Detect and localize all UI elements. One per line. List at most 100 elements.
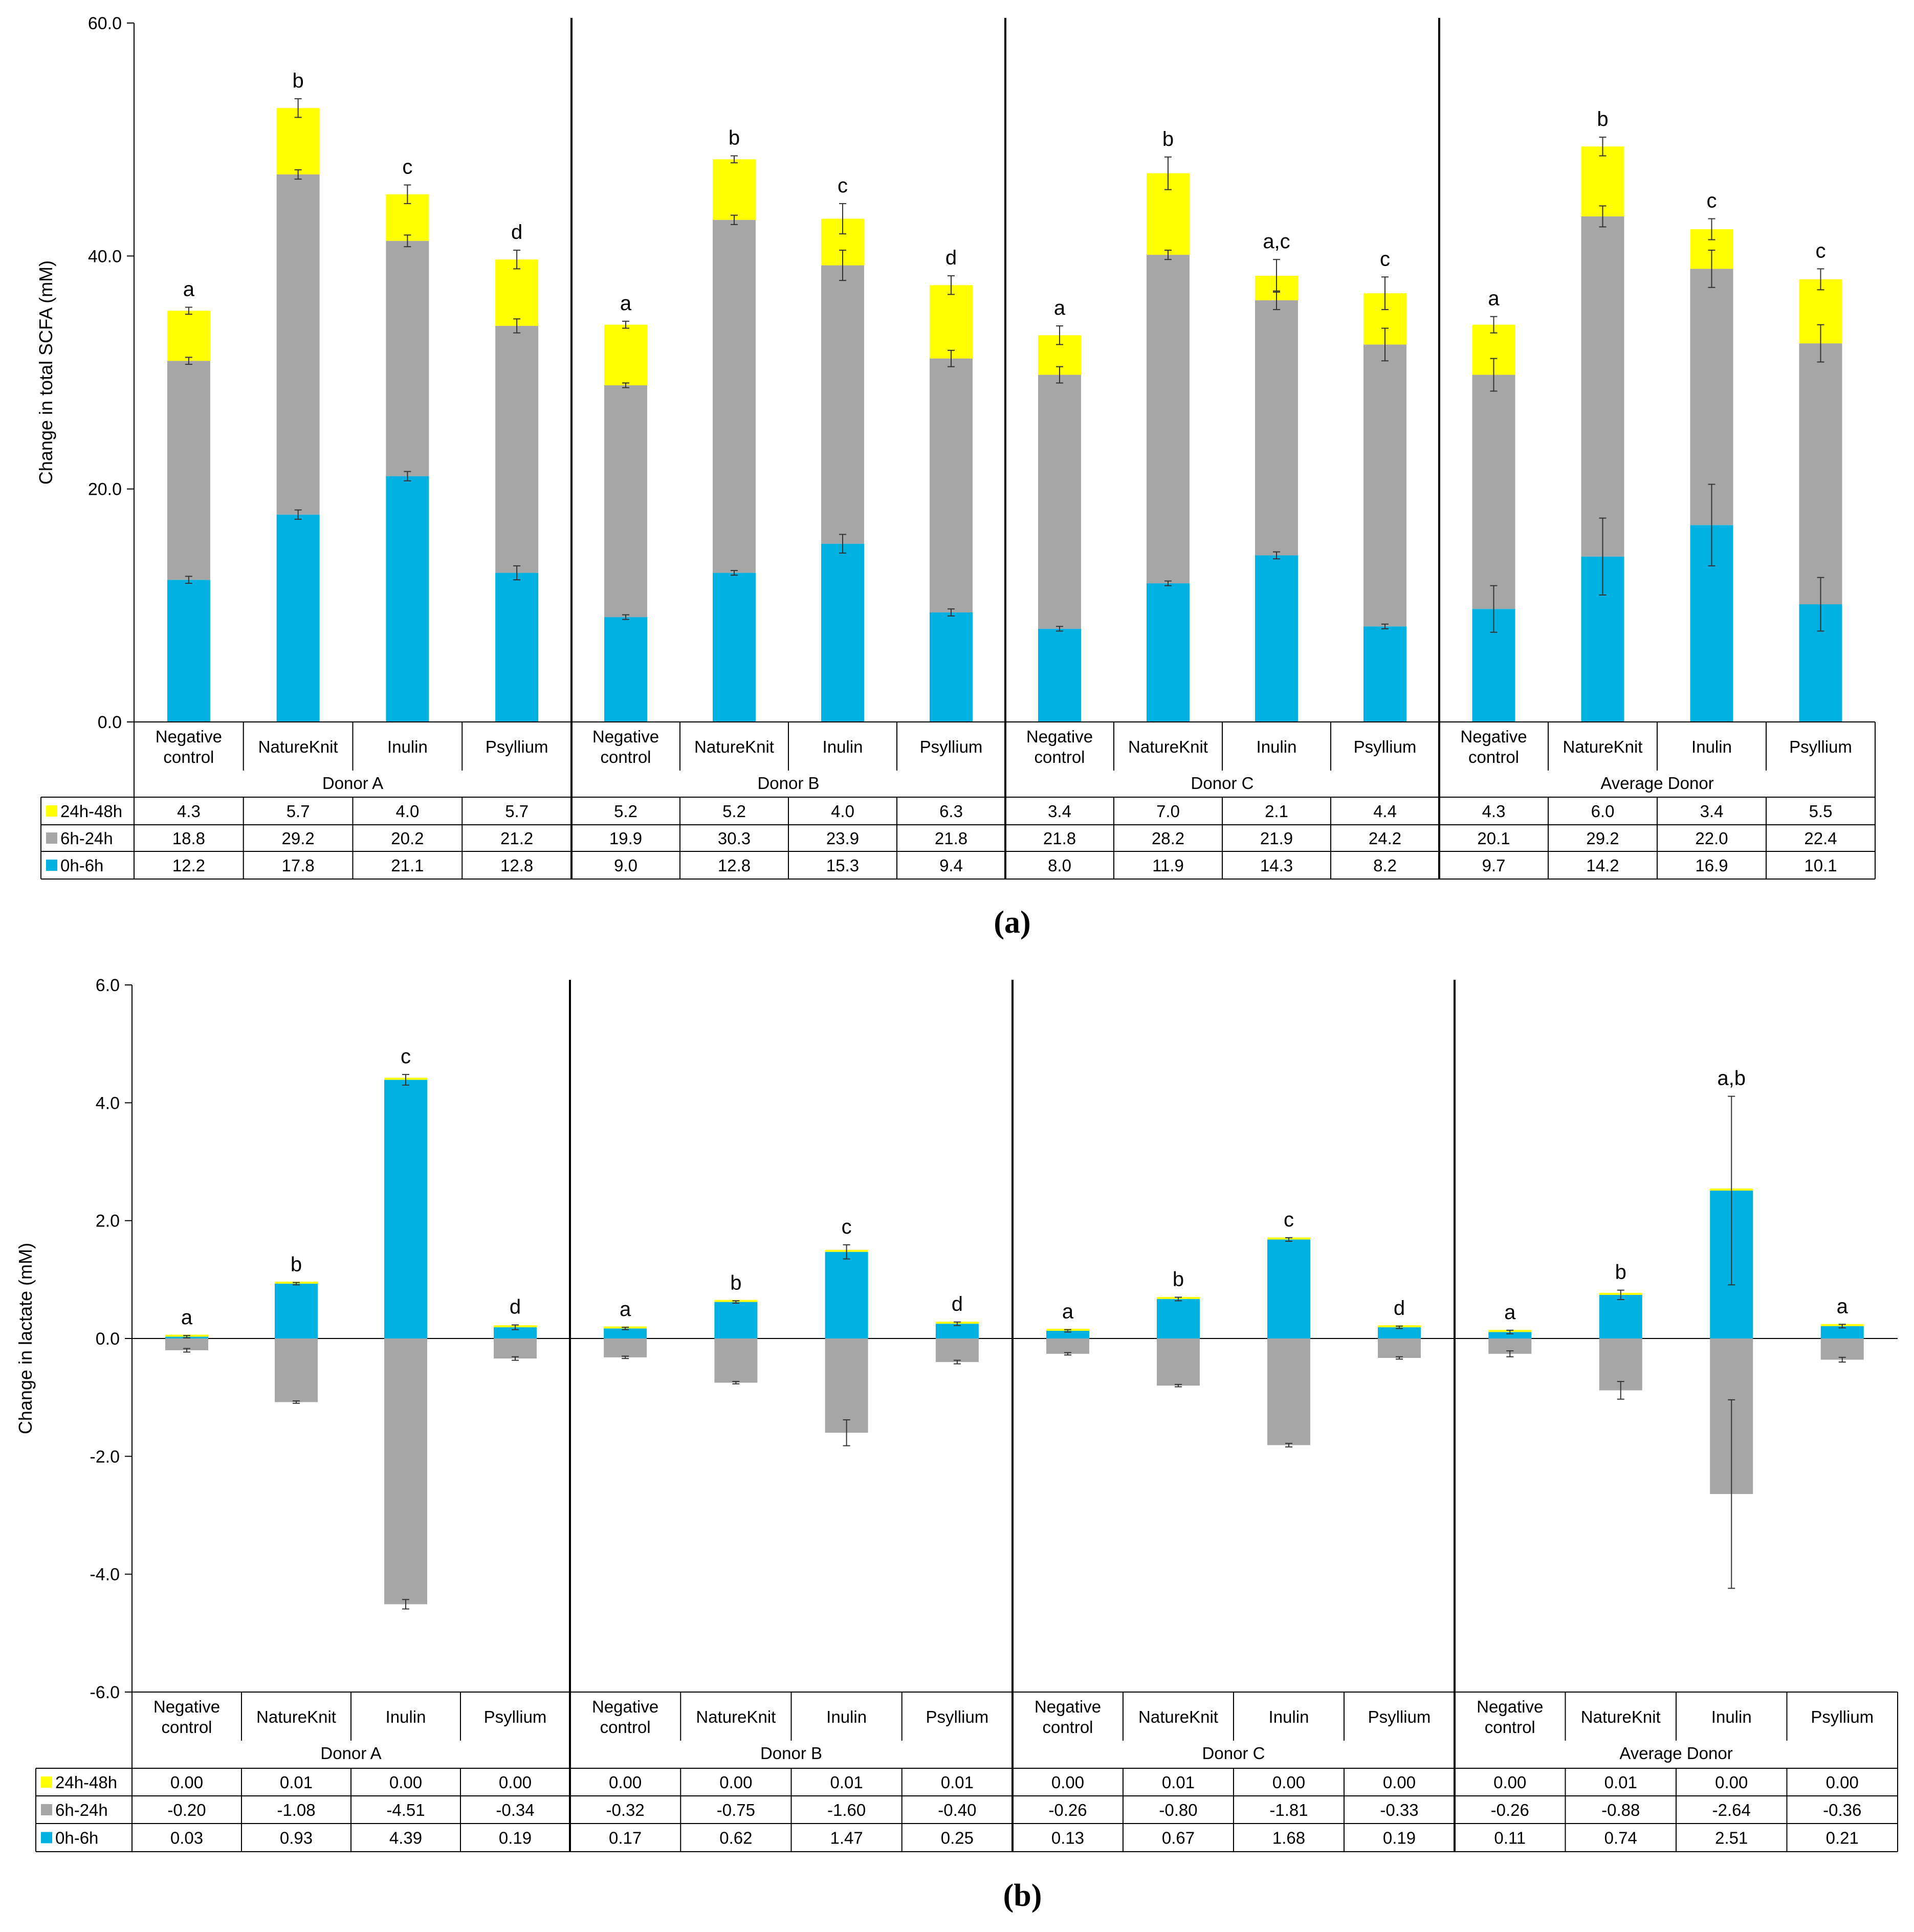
panel0-category-label-line1: Negative xyxy=(1460,727,1527,746)
panel0-significance-letter: b xyxy=(1597,108,1608,130)
panel1-legend-label: 0h-6h xyxy=(55,1829,98,1848)
panel0-table-value: 4.3 xyxy=(177,802,201,821)
panel1-category-label-line2: control xyxy=(1042,1718,1093,1737)
panel1-table-value: -0.88 xyxy=(1601,1801,1640,1819)
panel1-bar-0h-6h xyxy=(714,1302,758,1338)
panel1-category-label-line1: Negative xyxy=(153,1697,220,1716)
panel1-category-label-line1: Negative xyxy=(1477,1697,1543,1716)
panel0-category-label: Inulin xyxy=(1257,737,1297,756)
panel0-category-label-line2: control xyxy=(1034,748,1085,766)
panel1-table-value: -1.08 xyxy=(277,1801,315,1819)
panel0-significance-letter: a xyxy=(183,278,195,301)
panel0-table-value: 24.2 xyxy=(1369,829,1401,848)
panel1-table-value: 0.93 xyxy=(280,1829,313,1848)
panel1-bar-6h-24h xyxy=(1267,1338,1310,1445)
panel0-table-value: 14.2 xyxy=(1586,856,1619,875)
panel0-significance-letter: a xyxy=(1488,288,1500,310)
panel0-table-value: 15.3 xyxy=(826,856,859,875)
panel0-category-label: NatureKnit xyxy=(258,737,338,756)
panel0-table-value: 30.3 xyxy=(718,829,751,848)
panel0-category-label: Inulin xyxy=(1691,737,1732,756)
panel1-y-tick-label: 2.0 xyxy=(96,1212,120,1231)
panel1-table-value: 0.25 xyxy=(941,1829,974,1848)
panel1-y-tick-label: -2.0 xyxy=(90,1447,120,1466)
panel1-table-value: 0.00 xyxy=(499,1773,532,1792)
panel1-table-value: 0.11 xyxy=(1494,1829,1526,1848)
panel1-bar-6h-24h xyxy=(825,1338,868,1433)
panel1-legend-label: 24h-48h xyxy=(55,1773,117,1792)
panel1-panel-label: (b) xyxy=(1003,1878,1042,1913)
panel0-table-value: 3.4 xyxy=(1700,802,1724,821)
panel0-table-value: 21.2 xyxy=(500,829,533,848)
panel1-table-value: 0.01 xyxy=(1604,1773,1637,1792)
panel1-table-value: -0.20 xyxy=(167,1801,206,1819)
panel0-bar-0h-6h xyxy=(495,573,539,722)
panel1-category-label: Psyllium xyxy=(484,1707,547,1726)
panel0-bar-24h-48h xyxy=(167,311,210,361)
panel0-bar-6h-24h xyxy=(167,361,210,580)
panel0-bar-24h-48h xyxy=(276,108,320,174)
panel1-legend-swatch xyxy=(41,1832,52,1843)
panel1-table-value: 0.00 xyxy=(389,1773,422,1792)
panel1-table-value: -0.26 xyxy=(1491,1801,1529,1819)
panel0-category-label-line2: control xyxy=(600,748,651,766)
panel1-table-value: 0.01 xyxy=(280,1773,313,1792)
panel1-category-label: NatureKnit xyxy=(1581,1707,1661,1726)
panel0-bar-6h-24h xyxy=(1255,300,1298,556)
panel1-bar-6h-24h xyxy=(384,1338,427,1605)
panel0-significance-letter: d xyxy=(945,247,957,269)
panel0-table-value: 21.9 xyxy=(1260,829,1293,848)
panel1-y-tick-label: 0.0 xyxy=(96,1329,120,1349)
panel0-table-value: 6.0 xyxy=(1591,802,1615,821)
panel1-table-value: 0.17 xyxy=(609,1829,642,1848)
panel1-table-value: 0.19 xyxy=(499,1829,532,1848)
panel1-bar-0h-6h xyxy=(604,1328,647,1338)
panel0-bar-6h-24h xyxy=(1472,375,1515,609)
panel0-table-value: 21.8 xyxy=(935,829,967,848)
panel1-table-value: 2.51 xyxy=(1715,1829,1748,1848)
panel0-table-value: 5.5 xyxy=(1809,802,1833,821)
panel1-bar-6h-24h xyxy=(1046,1338,1089,1354)
panel1-significance-letter: a xyxy=(620,1298,631,1321)
panel0-bar-6h-24h xyxy=(1581,216,1624,557)
panel1-table-value: -0.33 xyxy=(1380,1801,1418,1819)
panel1-table-value: 0.00 xyxy=(1383,1773,1416,1792)
panel0-bar-6h-24h xyxy=(1799,343,1842,605)
panel0-bar-0h-6h xyxy=(386,476,429,722)
panel0-group-label: Donor A xyxy=(322,774,383,793)
panel0-significance-letter: c xyxy=(402,156,412,178)
panel0-table-value: 4.4 xyxy=(1373,802,1397,821)
panel0-bar-0h-6h xyxy=(713,573,756,722)
panel0-panel-label: (a) xyxy=(994,905,1030,940)
panel1-category-label: Psyllium xyxy=(1811,1707,1874,1726)
panel1-table-value: 4.39 xyxy=(389,1829,422,1848)
panel0-category-label: Psyllium xyxy=(486,737,548,756)
panel0-bar-6h-24h xyxy=(1690,269,1733,525)
panel1-table-value: 0.00 xyxy=(1715,1773,1748,1792)
panel1-category-label-line1: Negative xyxy=(1035,1697,1101,1716)
panel0-table-value: 21.8 xyxy=(1043,829,1076,848)
panel0-bar-6h-24h xyxy=(1147,255,1190,584)
panel0-legend-swatch xyxy=(46,860,57,871)
panel1-table-value: 0.03 xyxy=(170,1829,203,1848)
panel0-y-tick-label: 20.0 xyxy=(88,480,122,499)
panel1-table-value: 0.62 xyxy=(719,1829,752,1848)
panel1-bar-6h-24h xyxy=(1378,1338,1421,1358)
panel0-bar-6h-24h xyxy=(386,240,429,476)
panel0-bar-24h-48h xyxy=(930,285,973,359)
panel0-table-value: 9.0 xyxy=(614,856,637,875)
panel0-significance-letter: b xyxy=(293,70,304,92)
panel0-table-value: 14.3 xyxy=(1260,856,1293,875)
panel0-y-tick-label: 0.0 xyxy=(98,713,122,732)
panel1-bar-0h-6h xyxy=(494,1327,537,1338)
panel0-bar-0h-6h xyxy=(1255,555,1298,722)
panel0-significance-letter: c xyxy=(838,174,848,197)
panel0-category-label: Inulin xyxy=(387,737,428,756)
panel0-significance-letter: b xyxy=(729,127,740,149)
panel1-category-label: Inulin xyxy=(1269,1707,1309,1726)
panel1-table-value: -0.40 xyxy=(938,1801,976,1819)
panel0-table-value: 22.4 xyxy=(1804,829,1837,848)
panel1-bar-0h-6h xyxy=(1267,1239,1310,1338)
panel0-bar-0h-6h xyxy=(276,514,320,722)
